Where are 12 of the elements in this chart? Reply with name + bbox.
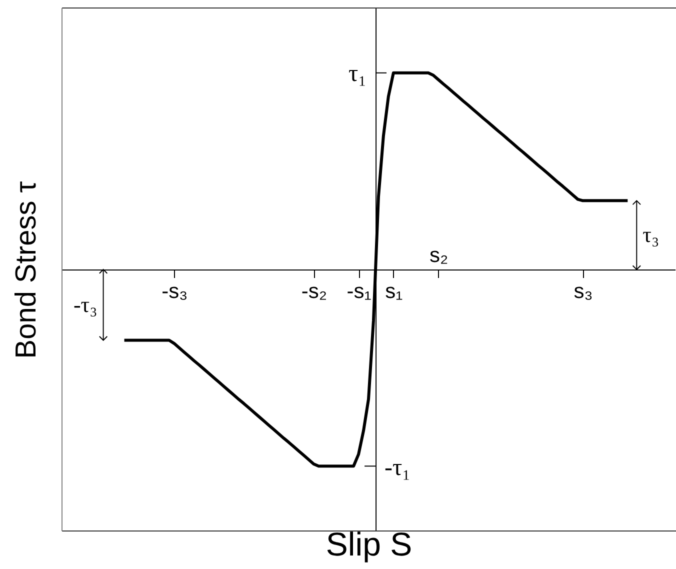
x-tick-label: -s₃: [162, 280, 188, 303]
annotation: τ₃: [642, 222, 660, 248]
x-tick-label: -s₂: [301, 280, 328, 303]
y-axis-title: Bond Stress τ: [10, 180, 42, 359]
x-tick-label: s₁: [385, 280, 403, 303]
annotation: -τ₁: [384, 455, 411, 482]
annotation: -τ₃: [73, 292, 98, 317]
annotation: τ₁: [348, 60, 367, 87]
x-tick-label: s₂: [429, 244, 448, 267]
x-axis-title: Slip S: [326, 526, 412, 562]
x-tick-label: s₃: [574, 280, 593, 303]
x-tick-label: -s₁: [346, 280, 372, 303]
